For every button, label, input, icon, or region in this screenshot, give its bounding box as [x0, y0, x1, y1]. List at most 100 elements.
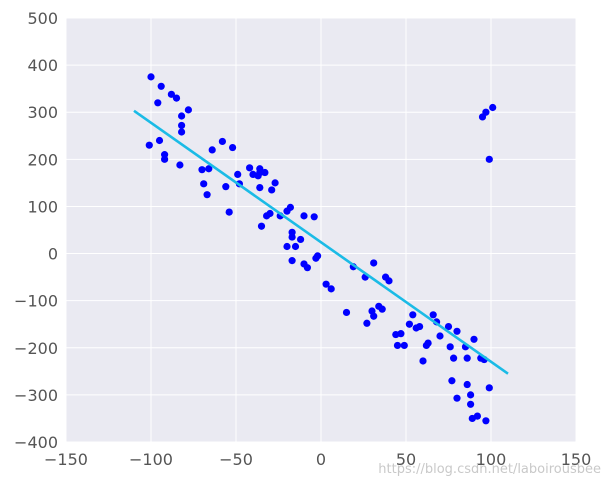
data-point	[205, 165, 213, 173]
data-point	[419, 357, 427, 365]
data-point	[229, 143, 237, 152]
data-point	[397, 330, 405, 338]
data-point	[342, 308, 351, 317]
y-tick-label: −200	[14, 339, 58, 358]
data-point	[234, 170, 242, 179]
data-points	[145, 73, 497, 425]
data-point	[482, 108, 490, 116]
data-point	[327, 285, 335, 293]
data-point	[393, 341, 402, 350]
y-tick-label: −400	[14, 433, 58, 452]
data-point	[167, 90, 175, 98]
data-point	[257, 222, 266, 230]
data-point	[268, 186, 276, 194]
data-point	[453, 394, 461, 402]
data-point	[208, 146, 216, 154]
grid-lines	[65, 17, 577, 443]
data-point	[453, 327, 461, 335]
watermark-text: https://blog.csdn.net/laboirousbee	[378, 462, 601, 477]
data-point	[409, 311, 417, 319]
data-point	[256, 184, 264, 192]
data-point	[448, 377, 456, 385]
data-point	[444, 322, 453, 331]
data-point	[322, 280, 330, 288]
data-point	[485, 155, 493, 163]
data-point	[429, 311, 437, 319]
data-point	[450, 354, 458, 362]
data-point	[310, 213, 318, 221]
regression-line-group	[133, 109, 509, 375]
data-point	[416, 322, 424, 331]
data-point	[178, 121, 186, 130]
data-point	[370, 312, 378, 320]
data-point	[482, 417, 490, 425]
data-point	[203, 191, 211, 199]
data-point	[370, 259, 378, 267]
data-point	[463, 380, 471, 389]
data-point	[172, 94, 181, 102]
data-point	[473, 412, 481, 420]
data-point	[283, 242, 291, 251]
data-point	[288, 233, 296, 241]
data-point	[297, 235, 305, 244]
data-point	[378, 305, 386, 313]
data-point	[222, 183, 230, 191]
data-point	[400, 341, 408, 350]
y-tick-label: 300	[27, 103, 58, 122]
data-point	[314, 252, 322, 260]
data-point	[266, 209, 274, 218]
data-point	[446, 343, 454, 351]
regression-line	[133, 109, 509, 375]
x-axis-ticks: −150 −100 −50 0 50 100 150	[44, 450, 591, 469]
x-tick-label: 150	[561, 450, 592, 469]
data-point	[218, 137, 226, 146]
y-tick-label: 200	[27, 150, 58, 169]
data-point	[178, 128, 186, 136]
data-point	[363, 319, 371, 327]
data-point	[161, 155, 169, 163]
data-point	[470, 335, 478, 343]
data-point	[288, 257, 296, 265]
data-point	[271, 179, 279, 187]
x-tick-label: 50	[396, 450, 416, 469]
y-tick-label: 500	[27, 9, 58, 28]
y-tick-label: −100	[14, 292, 58, 311]
data-point	[184, 106, 192, 114]
data-point	[198, 166, 206, 174]
x-tick-label: 100	[476, 450, 507, 469]
data-point	[225, 208, 233, 216]
data-point	[155, 136, 164, 145]
data-point	[286, 203, 294, 211]
y-tick-label: 400	[27, 56, 58, 75]
data-point	[178, 112, 186, 120]
y-tick-label: 100	[27, 197, 58, 216]
data-point	[436, 332, 444, 340]
data-point	[385, 277, 393, 285]
data-point	[405, 320, 413, 328]
data-point	[485, 384, 493, 392]
x-tick-label: 0	[316, 450, 326, 469]
data-point	[300, 212, 308, 220]
data-point	[154, 99, 162, 107]
data-point	[463, 354, 471, 362]
data-point	[147, 73, 155, 81]
data-point	[261, 168, 269, 177]
data-point	[424, 339, 432, 347]
y-axis-ticks: −400 −300 −200 −100 0 100 200 300 400 500	[14, 9, 58, 452]
data-point	[254, 172, 262, 180]
data-point	[291, 242, 300, 251]
data-point	[145, 141, 153, 149]
data-point	[303, 264, 311, 272]
data-point	[200, 180, 208, 188]
x-tick-label: −50	[219, 450, 253, 469]
x-tick-label: −100	[129, 450, 173, 469]
y-tick-label: −300	[14, 386, 58, 405]
data-point	[176, 161, 184, 169]
data-point	[489, 103, 497, 112]
x-tick-label: −150	[44, 450, 88, 469]
data-point	[467, 391, 475, 399]
y-tick-label: 0	[48, 245, 58, 264]
data-point	[467, 400, 475, 408]
data-point	[246, 164, 254, 172]
